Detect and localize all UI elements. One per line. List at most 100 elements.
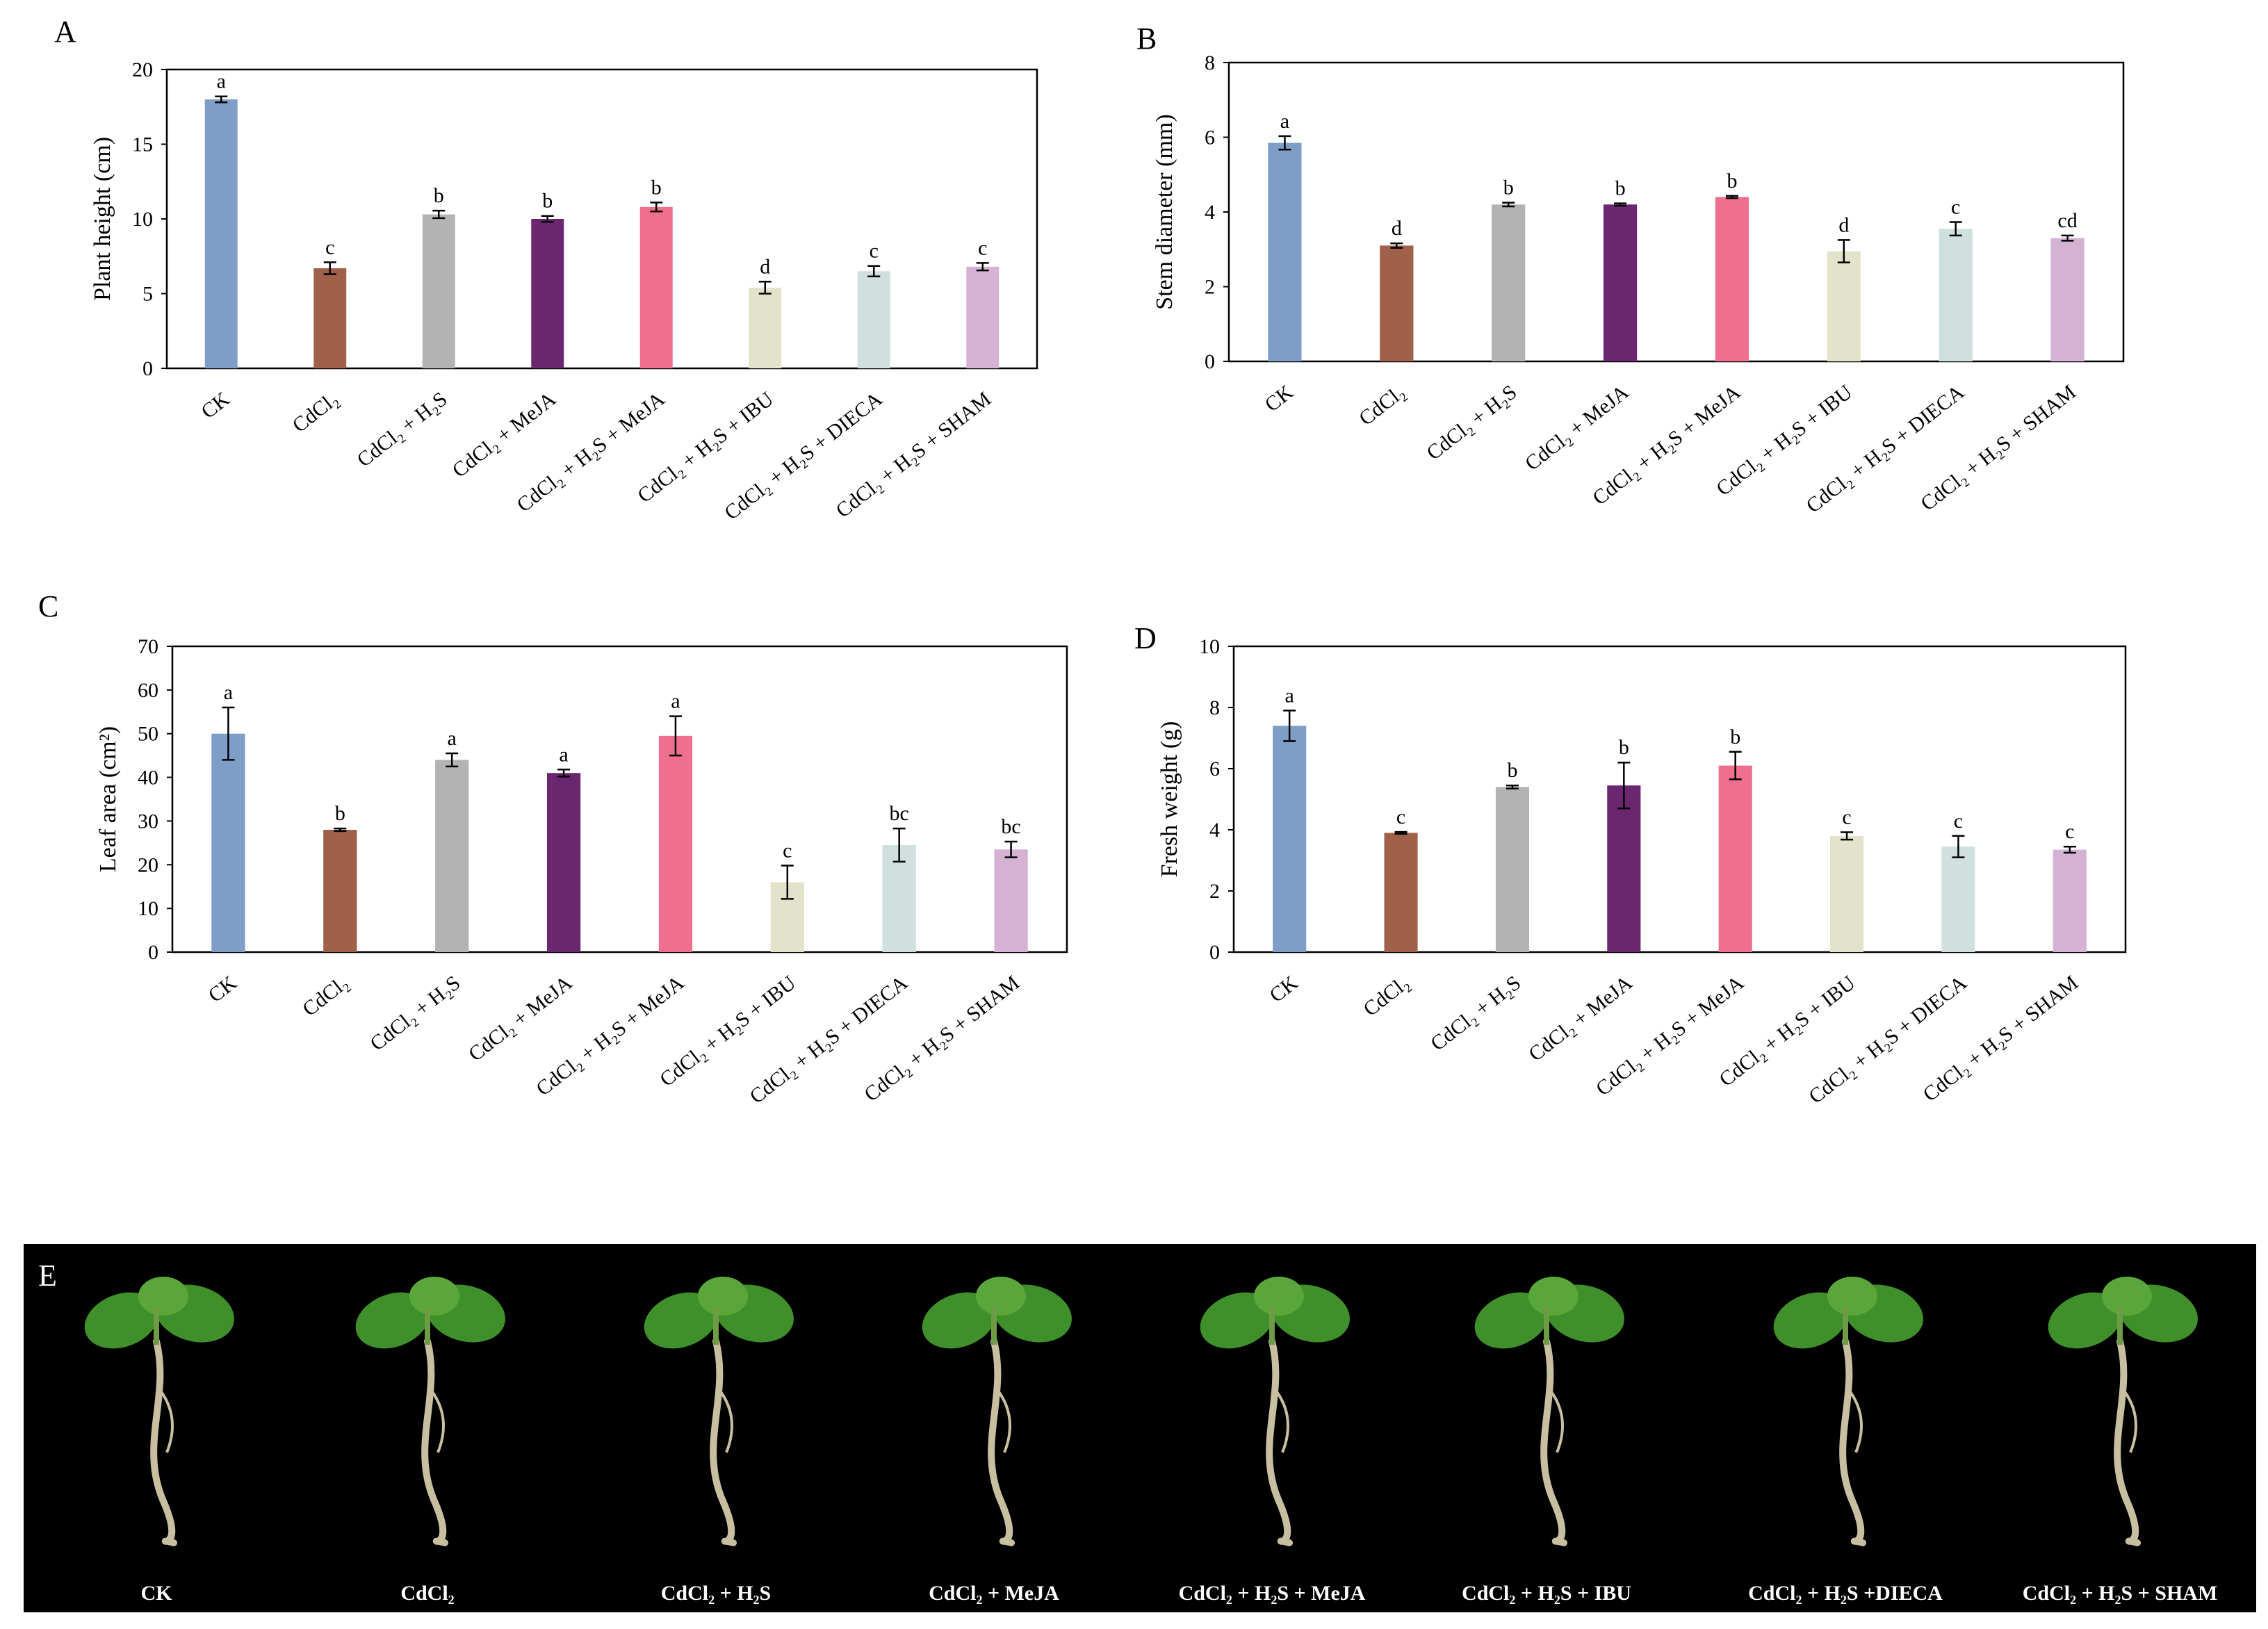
root — [988, 1338, 1015, 1546]
root — [1839, 1338, 1866, 1546]
category-label: CdCl₂ + MeJA — [448, 387, 561, 482]
bar — [1380, 245, 1414, 361]
leaf — [1773, 1292, 1848, 1349]
root — [2114, 1338, 2141, 1546]
panel-letter: D — [1134, 621, 1157, 655]
chart-panel-d: D 0 2 4 6 8 10 Fresh weight (g) a CK c CdCl₂ b CdCl₂ … — [1134, 621, 2127, 1108]
lateral-root — [158, 1389, 174, 1453]
bar — [1495, 787, 1529, 952]
bar — [546, 773, 581, 952]
significance-label: c — [2065, 820, 2074, 843]
leaf — [1528, 1277, 1578, 1316]
category-label: CdCl₂ — [298, 972, 352, 1021]
bar — [1718, 765, 1752, 952]
bar — [435, 760, 469, 952]
root — [150, 1338, 177, 1546]
plant-seedling — [1200, 1277, 1350, 1546]
significance-label: b — [434, 184, 444, 207]
bar — [882, 845, 916, 952]
y-tick-label: 10 — [132, 208, 153, 231]
y-axis-label: Stem diameter (mm) — [1152, 114, 1177, 309]
plant-seedling — [1773, 1277, 1923, 1546]
significance-label: a — [1285, 684, 1294, 707]
photo-panel-e: E CK CdCl₂ CdCl₂ + H₂S CdCl₂ + MeJA CdCl₂ + … — [24, 1244, 2256, 1612]
plot-frame — [165, 68, 1038, 370]
plot-frame — [1227, 61, 2125, 363]
significance-label: bc — [890, 802, 909, 825]
plant-seedling — [355, 1277, 505, 1546]
y-axis-label: Plant height (cm) — [90, 137, 115, 301]
y-tick-label: 15 — [132, 133, 153, 156]
significance-label: c — [978, 236, 987, 259]
photo-label: CdCl₂ + H₂S — [661, 1582, 771, 1605]
lateral-root — [2122, 1389, 2137, 1453]
plot-frame — [1232, 645, 2127, 953]
photo-label: CdCl₂ + H₂S +DIECA — [1748, 1582, 1943, 1605]
y-tick-label: 0 — [142, 357, 153, 380]
significance-label: a — [671, 690, 680, 713]
significance-label: b — [1507, 759, 1517, 782]
leaf — [84, 1292, 159, 1349]
bar — [658, 735, 693, 952]
panel-letter: A — [54, 15, 76, 49]
significance-label: c — [1396, 805, 1405, 828]
bar — [323, 830, 357, 952]
bar — [2053, 849, 2087, 952]
y-tick-label: 0 — [1209, 941, 1220, 964]
leaf — [1474, 1292, 1549, 1349]
bar — [1830, 835, 1864, 952]
category-label: CdCl₂ + MeJA — [1524, 971, 1637, 1065]
y-tick-label: 6 — [1209, 758, 1220, 780]
category-label: CdCl₂ — [1359, 972, 1413, 1021]
bar — [1273, 726, 1307, 952]
leaf — [1200, 1292, 1275, 1349]
leaf — [138, 1277, 188, 1316]
leaf — [1254, 1277, 1304, 1316]
significance-label: b — [1727, 170, 1737, 193]
bar — [531, 219, 564, 368]
significance-label: a — [448, 727, 457, 750]
bar — [211, 733, 245, 952]
root — [1266, 1338, 1293, 1546]
category-label: CdCl₂ + H₂S — [366, 972, 464, 1056]
plant-seedling — [2048, 1277, 2198, 1546]
y-tick-label: 4 — [1209, 819, 1220, 842]
bar — [2050, 238, 2085, 361]
bar — [1268, 142, 1302, 361]
plot-frame — [171, 645, 1068, 953]
bar — [857, 271, 890, 368]
panel-letter-e: E — [38, 1259, 57, 1293]
leaf — [976, 1277, 1026, 1316]
significance-label: d — [1838, 213, 1849, 236]
bar — [1603, 204, 1638, 361]
y-tick-label: 60 — [138, 679, 158, 702]
bar — [422, 214, 455, 368]
y-tick-label: 4 — [1205, 201, 1215, 224]
category-label: CdCl₂ + MeJA — [1521, 380, 1633, 475]
bar — [1384, 833, 1418, 952]
bar — [749, 287, 782, 368]
significance-label: a — [1280, 110, 1289, 133]
significance-label: b — [335, 802, 345, 825]
y-tick-label: 10 — [1199, 635, 1220, 658]
y-tick-label: 50 — [138, 723, 158, 746]
significance-label: b — [1615, 177, 1626, 200]
significance-label: c — [870, 240, 879, 263]
leaf — [1827, 1277, 1877, 1316]
root — [1540, 1338, 1567, 1546]
y-tick-label: 2 — [1209, 880, 1220, 903]
y-tick-label: 2 — [1205, 276, 1215, 299]
plant-seedling — [1474, 1277, 1624, 1546]
bar — [1607, 785, 1641, 952]
significance-label: a — [217, 70, 226, 93]
plant-seedling — [644, 1277, 794, 1546]
y-tick-label: 6 — [1205, 126, 1215, 149]
bar — [1492, 204, 1526, 361]
root — [421, 1338, 448, 1546]
bar — [1939, 229, 1973, 361]
lateral-root — [430, 1389, 445, 1453]
category-label: CdCl₂ + MeJA — [464, 971, 577, 1065]
bar — [313, 268, 347, 368]
category-label: CK — [197, 387, 234, 423]
